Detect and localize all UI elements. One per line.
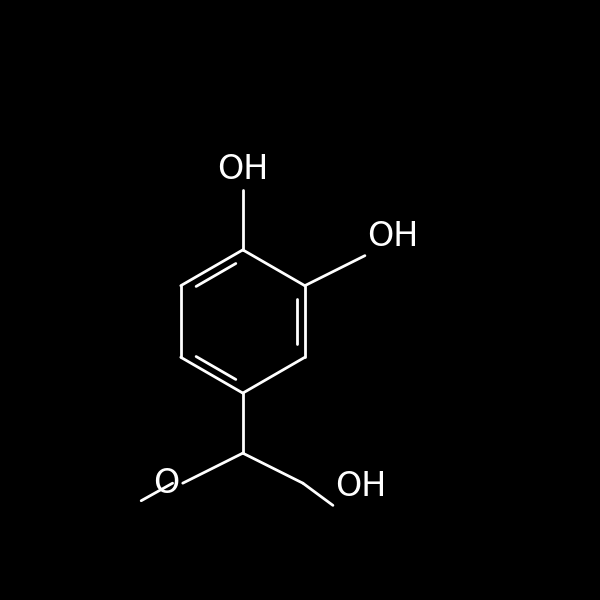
Text: OH: OH	[335, 470, 386, 503]
Text: OH: OH	[367, 220, 418, 253]
Text: OH: OH	[217, 153, 268, 186]
Text: O: O	[153, 467, 179, 500]
